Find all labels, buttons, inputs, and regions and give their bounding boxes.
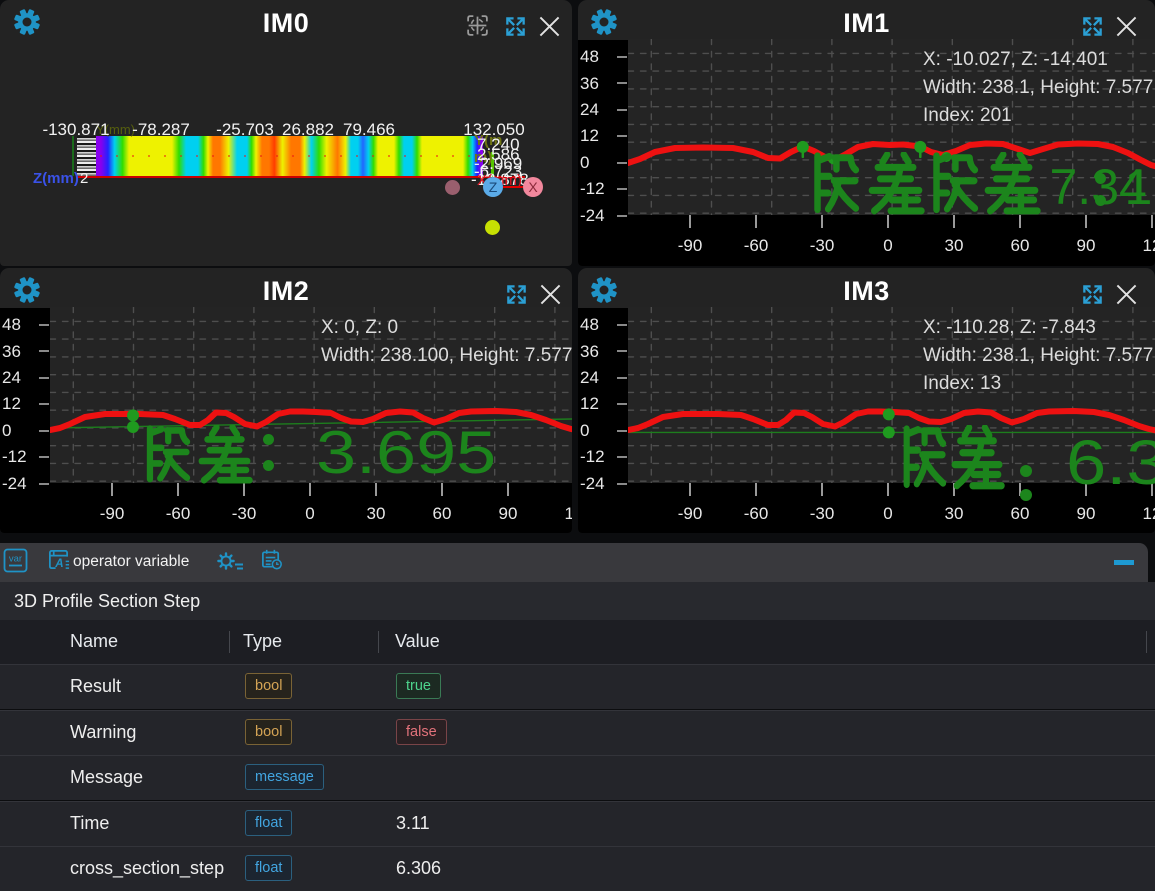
svg-text:var: var [9,554,22,565]
svg-text:A: A [54,558,63,570]
